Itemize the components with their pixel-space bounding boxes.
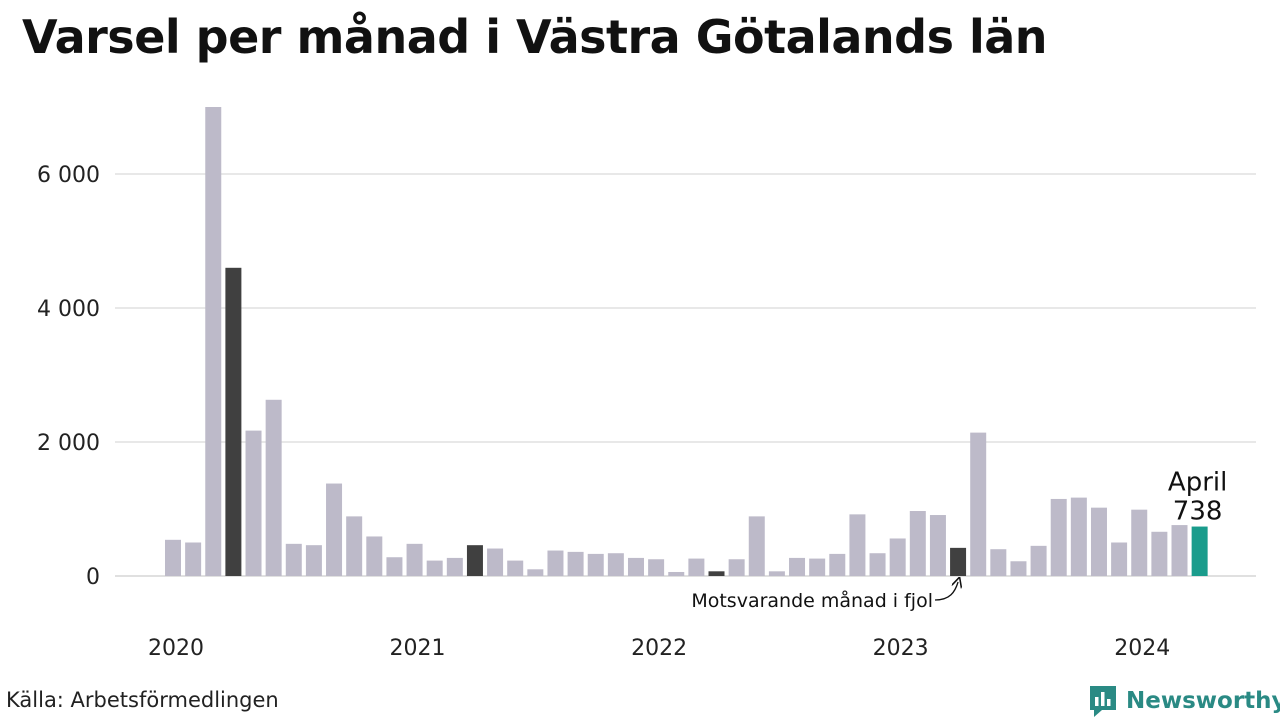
newsworthy-logo-icon <box>1090 686 1116 717</box>
bar-2020-02 <box>185 542 202 576</box>
y-axis-ticks: 0 2 000 4 000 6 000 <box>37 163 100 590</box>
bars <box>165 107 1208 576</box>
bar-2020-06 <box>265 399 282 576</box>
bar-2024-02 <box>1151 531 1168 576</box>
bar-2020-05 <box>245 430 262 576</box>
bar-2024-04 <box>1191 526 1208 576</box>
x-tick-label: 2022 <box>631 636 687 661</box>
y-tick-label: 4 000 <box>37 297 100 322</box>
bar-2021-06 <box>507 560 524 576</box>
bar-2020-04 <box>225 267 242 576</box>
bar-2021-04 <box>466 545 483 576</box>
bar-2021-03 <box>446 557 463 576</box>
bar-2020-09 <box>326 483 343 576</box>
bar-2022-05 <box>728 559 745 576</box>
bar-2023-04 <box>950 547 967 576</box>
bar-2022-09 <box>809 558 826 576</box>
bar-2021-05 <box>487 548 504 576</box>
bar-2020-11 <box>366 536 383 576</box>
bar-2023-02 <box>909 511 926 576</box>
bar-2023-05 <box>970 432 987 576</box>
bar-2022-02 <box>668 571 685 576</box>
bar-2023-09 <box>1050 498 1067 576</box>
current-value-label: 738 <box>1173 497 1223 527</box>
bar-2024-01 <box>1131 509 1148 576</box>
x-axis-ticks: 2020 2021 2022 2023 2024 <box>148 636 1170 661</box>
same-month-note: Motsvarande månad i fjol <box>691 589 933 612</box>
bar-2022-04 <box>708 571 725 576</box>
bar-2023-07 <box>1010 561 1027 576</box>
bar-2023-12 <box>1111 542 1128 576</box>
bar-2020-08 <box>305 545 322 576</box>
bar-2021-07 <box>527 569 544 576</box>
bar-2023-10 <box>1070 497 1087 576</box>
bar-2023-03 <box>929 515 946 576</box>
bar-2022-01 <box>648 559 665 576</box>
bar-2023-08 <box>1030 545 1047 576</box>
bar-2021-09 <box>567 551 584 576</box>
y-tick-label: 0 <box>86 565 100 590</box>
bar-2022-06 <box>748 516 765 576</box>
y-tick-label: 2 000 <box>37 431 100 456</box>
bar-2022-07 <box>768 571 785 576</box>
bar-2023-06 <box>990 549 1007 576</box>
brand-name: Newsworthy <box>1126 688 1280 714</box>
bar-2021-10 <box>587 553 604 576</box>
bar-2021-01 <box>406 543 423 576</box>
chart-title: Varsel per månad i Västra Götalands län <box>22 10 1048 64</box>
bar-2020-10 <box>346 516 363 576</box>
bar-2022-03 <box>688 558 705 576</box>
x-tick-label: 2023 <box>873 636 929 661</box>
bar-2022-10 <box>829 553 846 576</box>
bar-2022-11 <box>849 514 866 576</box>
bar-2021-08 <box>547 550 564 576</box>
x-tick-label: 2021 <box>390 636 446 661</box>
bar-2022-12 <box>869 553 886 576</box>
bar-2020-03 <box>205 107 222 576</box>
bar-2020-01 <box>165 539 181 576</box>
bar-2021-02 <box>426 560 443 576</box>
x-tick-label: 2020 <box>148 636 204 661</box>
bar-2022-08 <box>789 557 806 576</box>
bar-2023-11 <box>1090 507 1107 576</box>
note-arrow <box>934 582 958 601</box>
bar-2020-07 <box>285 543 302 576</box>
bar-2021-11 <box>607 553 624 576</box>
bar-2023-01 <box>889 538 906 576</box>
bar-2021-12 <box>627 557 644 576</box>
bar-chart: 0 2 000 4 000 6 000 2020 2021 2022 2023 2024 Ap… <box>37 107 1256 661</box>
brand-logo: Newsworthy <box>1088 684 1280 718</box>
x-tick-label: 2024 <box>1114 636 1170 661</box>
bar-2020-12 <box>386 557 403 576</box>
current-month-label: April <box>1168 468 1227 498</box>
source-credit: Källa: Arbetsförmedlingen <box>6 688 279 712</box>
bar-2024-03 <box>1171 525 1188 576</box>
y-tick-label: 6 000 <box>37 163 100 188</box>
